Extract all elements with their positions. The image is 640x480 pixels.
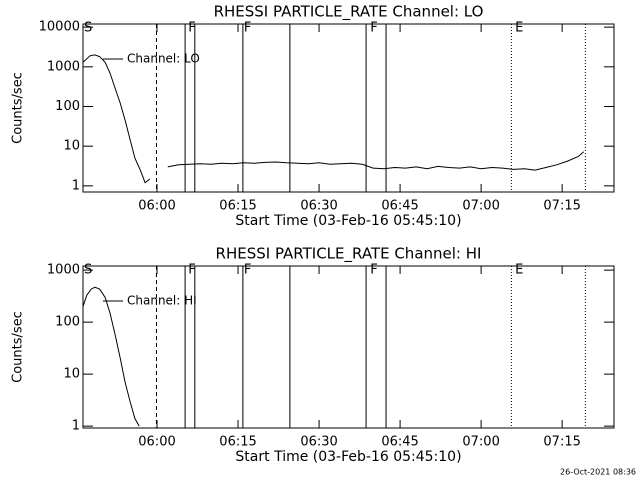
y-tick-label: 1000 — [47, 263, 80, 278]
data-line — [83, 286, 140, 427]
y-tick-label: 100 — [55, 315, 80, 330]
legend-label: Channel: LO — [127, 52, 200, 66]
plot-frame — [82, 265, 615, 429]
x-tick-label: 06:00 — [138, 435, 175, 450]
x-tick-label: 06:30 — [300, 199, 337, 214]
x-tick-label: 06:45 — [381, 199, 418, 214]
x-tick-label: 06:45 — [381, 435, 418, 450]
x-tick-label: 07:15 — [543, 199, 580, 214]
x-tick-label: 07:00 — [462, 199, 499, 214]
event-flag: F — [244, 263, 251, 278]
event-flag: F — [188, 21, 195, 36]
y-tick-label: 1 — [72, 419, 80, 434]
footer: 26-Oct-2021 08:36 — [560, 468, 636, 477]
event-flag: S — [84, 21, 92, 36]
event-flag: E — [515, 263, 523, 278]
chart-title: RHESSI PARTICLE_RATE Channel: LO — [214, 3, 484, 22]
x-tick-label: 06:30 — [300, 435, 337, 450]
x-tick-label: 07:00 — [462, 435, 499, 450]
plot-frame — [82, 23, 615, 193]
x-axis-label: Start Time (03-Feb-16 05:45:10) — [235, 449, 461, 465]
y-tick-label: 10 — [63, 367, 80, 382]
x-tick-label: 06:15 — [219, 199, 256, 214]
y-tick-label: 1000 — [47, 59, 80, 74]
y-axis-label: Counts/sec — [11, 72, 26, 144]
y-tick-label: 1 — [72, 178, 80, 193]
event-flag: F — [244, 21, 251, 36]
event-flag: E — [515, 21, 523, 36]
chart-title: RHESSI PARTICLE_RATE Channel: HI — [216, 245, 482, 264]
x-tick-label: 07:15 — [543, 435, 580, 450]
x-axis-label: Start Time (03-Feb-16 05:45:10) — [235, 213, 461, 229]
data-line — [83, 54, 585, 184]
event-flag: F — [188, 263, 195, 278]
y-tick-label: 10 — [63, 139, 80, 154]
y-tick-label: 100 — [55, 99, 80, 114]
event-flag: S — [84, 263, 92, 278]
event-flag: F — [370, 21, 377, 36]
x-tick-label: 06:00 — [138, 199, 175, 214]
y-tick-label: 10000 — [39, 20, 80, 35]
legend-label: Channel: HI — [127, 294, 197, 308]
y-axis-label: Counts/sec — [11, 311, 26, 383]
event-flag: F — [370, 263, 377, 278]
x-tick-label: 06:15 — [219, 435, 256, 450]
